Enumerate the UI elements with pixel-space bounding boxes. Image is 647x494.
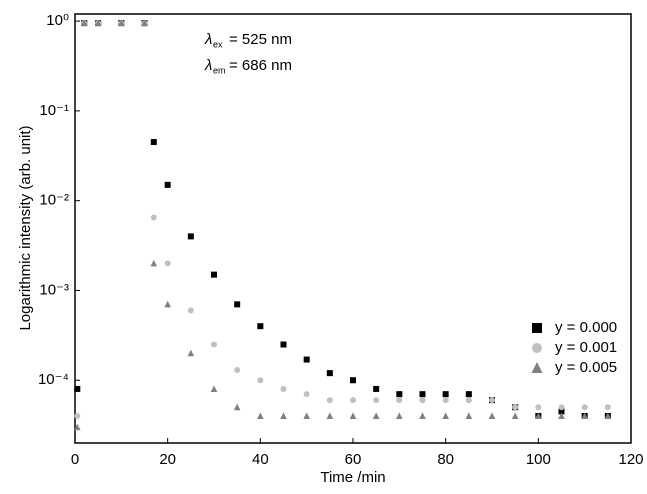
data-point bbox=[210, 385, 218, 392]
data-point bbox=[141, 19, 148, 27]
x-tick-label: 60 bbox=[345, 451, 362, 468]
data-point bbox=[349, 412, 357, 419]
data-point bbox=[511, 412, 519, 419]
data-point bbox=[604, 412, 612, 419]
data-point bbox=[558, 404, 565, 411]
data-point bbox=[419, 391, 426, 398]
data-point bbox=[94, 19, 102, 27]
data-point bbox=[419, 412, 426, 419]
annotation-text: = 525 nm bbox=[229, 31, 292, 48]
data-point bbox=[187, 307, 194, 314]
legend-marker bbox=[532, 323, 542, 333]
annotation-symbol: λ bbox=[204, 57, 212, 74]
data-point bbox=[280, 412, 287, 419]
data-point bbox=[396, 397, 403, 404]
y-tick-label: 10⁻² bbox=[39, 192, 69, 209]
legend-label: y = 0.001 bbox=[555, 339, 617, 356]
data-point bbox=[150, 139, 157, 146]
data-point bbox=[303, 356, 310, 363]
data-point bbox=[257, 412, 264, 419]
data-point bbox=[372, 412, 380, 419]
data-point bbox=[442, 391, 449, 398]
data-point bbox=[164, 300, 171, 308]
data-point bbox=[581, 404, 588, 411]
y-tick-label: 10⁻¹ bbox=[39, 102, 69, 119]
data-point bbox=[373, 385, 380, 392]
data-point bbox=[187, 233, 194, 240]
data-point bbox=[558, 412, 565, 419]
data-point bbox=[211, 341, 217, 348]
data-point bbox=[326, 397, 333, 404]
data-point bbox=[303, 391, 310, 398]
x-tick-label: 0 bbox=[71, 451, 79, 468]
data-point bbox=[257, 377, 264, 384]
data-point bbox=[164, 181, 171, 188]
data-point bbox=[280, 341, 287, 348]
data-point bbox=[326, 412, 334, 419]
data-point bbox=[150, 214, 157, 221]
y-tick-label: 10⁰ bbox=[46, 12, 69, 29]
data-point bbox=[465, 412, 473, 419]
data-point bbox=[442, 397, 449, 404]
x-tick-label: 80 bbox=[437, 451, 454, 468]
data-point bbox=[465, 397, 472, 404]
data-point bbox=[74, 385, 81, 392]
data-point bbox=[150, 259, 158, 267]
legend-marker bbox=[532, 343, 542, 353]
data-point bbox=[280, 385, 287, 392]
x-axis-label: Time /min bbox=[320, 469, 385, 486]
legend-label: y = 0.000 bbox=[555, 319, 617, 336]
data-point bbox=[465, 391, 472, 398]
data-point bbox=[488, 412, 496, 419]
data-point bbox=[234, 367, 241, 374]
data-point bbox=[350, 377, 356, 384]
data-point bbox=[350, 397, 356, 404]
data-point bbox=[326, 370, 333, 377]
data-point bbox=[257, 323, 264, 330]
annotation-symbol: λ bbox=[204, 31, 212, 48]
x-tick-label: 120 bbox=[618, 451, 643, 468]
data-point bbox=[118, 19, 125, 27]
data-point bbox=[535, 412, 542, 419]
data-point bbox=[234, 301, 241, 308]
legend-label: y = 0.005 bbox=[555, 359, 617, 376]
annotation-sub: em bbox=[213, 65, 226, 75]
data-point bbox=[233, 403, 241, 411]
data-point bbox=[211, 271, 217, 278]
x-tick-label: 40 bbox=[252, 451, 269, 468]
data-point bbox=[303, 412, 310, 419]
data-point bbox=[581, 412, 588, 419]
data-point bbox=[558, 408, 565, 415]
data-point bbox=[396, 412, 403, 419]
y-axis-label: Logarithmic intensity (arb. unit) bbox=[17, 125, 34, 330]
y-tick-label: 10⁻⁴ bbox=[38, 371, 69, 388]
legend-marker bbox=[531, 362, 543, 373]
x-tick-label: 100 bbox=[526, 451, 551, 468]
data-point bbox=[535, 404, 542, 411]
data-point bbox=[396, 391, 403, 398]
data-point bbox=[74, 412, 81, 419]
x-tick-label: 20 bbox=[159, 451, 176, 468]
data-point bbox=[187, 349, 195, 357]
data-point bbox=[74, 423, 81, 431]
y-tick-label: 10⁻³ bbox=[39, 281, 69, 298]
data-point bbox=[442, 412, 449, 419]
data-point bbox=[419, 397, 426, 404]
data-point bbox=[164, 260, 171, 267]
data-point bbox=[512, 404, 519, 411]
data-point bbox=[80, 19, 88, 27]
data-point bbox=[489, 397, 495, 404]
data-point bbox=[373, 397, 380, 404]
data-point bbox=[604, 404, 611, 411]
annotation-sub: ex bbox=[213, 39, 223, 49]
annotation-text: = 686 nm bbox=[229, 57, 292, 74]
